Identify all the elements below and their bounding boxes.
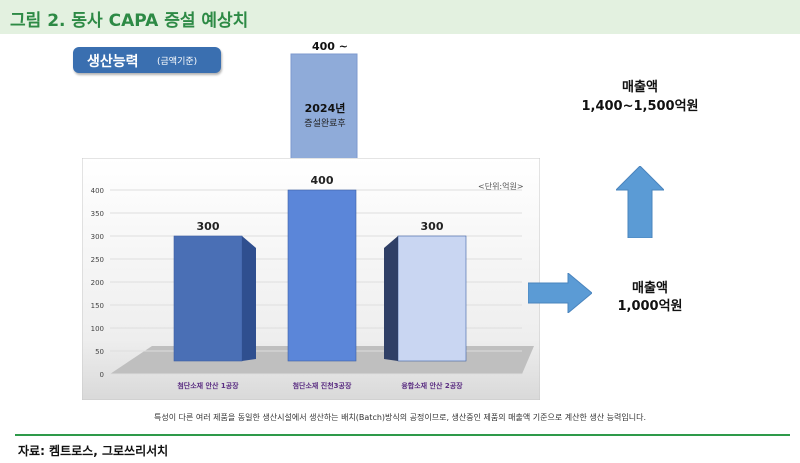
bar-side xyxy=(384,236,398,361)
bar xyxy=(397,235,467,362)
unit-label: <단위:억원> xyxy=(478,182,524,191)
sales-top-label: 매출액 xyxy=(622,80,658,95)
bar-side xyxy=(242,236,256,361)
y-tick-label: 300 xyxy=(91,233,104,241)
category-label: 첨단소재 진천3공장 xyxy=(293,381,352,390)
badge-main-label: 생산능력 xyxy=(87,54,139,70)
category-label: 융합소재 안산 2공장 xyxy=(401,381,463,390)
arrow-up-icon xyxy=(616,166,664,238)
badge-sub-label: (금액기준) xyxy=(157,57,198,67)
planned-year: 2024년 xyxy=(304,102,346,115)
footnote: 특성이 다른 여러 제품을 동일한 생산시설에서 생산하는 배치(Batch)방… xyxy=(154,413,646,422)
bar-data-label: 400 xyxy=(311,174,334,187)
title-bar: 그림 2. 동사 CAPA 증설 예상치 xyxy=(0,0,800,34)
bar-data-label: 300 xyxy=(421,220,444,233)
bar-data-label: 300 xyxy=(197,220,220,233)
y-tick-label: 150 xyxy=(91,302,104,310)
capacity-badge: 생산능력 (금액기준) xyxy=(73,47,221,73)
sales-top-value: 1,400~1,500억원 xyxy=(581,99,699,114)
capacity-chart: 0 50 100 150 200 250 300 350 400 300 첨단소재 안산 1공장 4… xyxy=(82,158,540,400)
sales-mid-label: 매출액 xyxy=(632,281,668,296)
figure-title: 그림 2. 동사 CAPA 증설 예상치 xyxy=(10,11,249,31)
source-note: 자료: 켐트로스, 그로쓰리서치 xyxy=(18,444,169,458)
category-label: 첨단소재 안산 1공장 xyxy=(177,381,239,390)
y-tick-label: 350 xyxy=(91,210,104,218)
y-tick-label: 400 xyxy=(91,187,104,195)
planned-note: 증설완료후 xyxy=(304,119,346,129)
y-tick-label: 50 xyxy=(95,348,104,356)
arrow-right-icon xyxy=(528,273,592,313)
divider xyxy=(15,434,790,436)
capacity-chart-svg: 0 50 100 150 200 250 300 350 400 300 첨단소재 안산 1공장 4… xyxy=(82,158,540,400)
y-tick-label: 200 xyxy=(91,279,104,287)
y-tick-label: 250 xyxy=(91,256,104,264)
bar xyxy=(287,189,357,362)
y-tick-label: 100 xyxy=(91,325,104,333)
sales-mid-value: 1,000억원 xyxy=(617,299,683,314)
y-tick-label: 0 xyxy=(100,371,104,379)
bar xyxy=(173,235,243,362)
